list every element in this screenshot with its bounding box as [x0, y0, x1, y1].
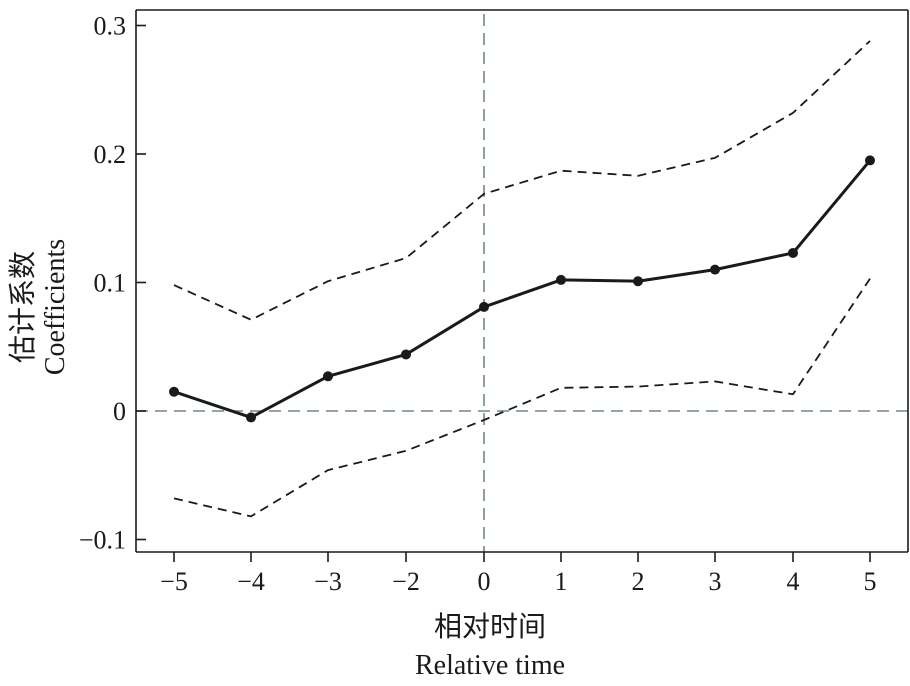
y-tick-label: 0 [113, 397, 126, 426]
estimate-point [401, 349, 411, 360]
y-tick-label: 0.1 [94, 269, 127, 298]
x-tick-label: 0 [478, 567, 491, 596]
estimate-line [173, 159, 872, 419]
x-axis-title-zh: 相对时间 [434, 611, 546, 643]
estimate-point [479, 301, 489, 312]
y-tick-label: 0.3 [94, 12, 127, 41]
x-tick-label: −3 [314, 567, 342, 596]
estimate-point [788, 247, 798, 258]
y-tick-label: 0.2 [94, 140, 127, 169]
estimate-point [633, 276, 643, 287]
axes [135, 9, 909, 562]
estimate-point [556, 274, 566, 285]
x-tick-label: −4 [237, 567, 265, 596]
y-axis-title-zh: 估计系数 [7, 251, 39, 363]
estimate-series [169, 155, 875, 423]
y-tick-label: −0.1 [79, 526, 126, 555]
reference-lines [136, 14, 908, 552]
estimate-point [323, 371, 333, 382]
estimate-point [246, 412, 256, 423]
estimate-point [169, 386, 179, 397]
upper-bound-line [173, 40, 871, 321]
tick-labels: −0.1 0 0.1 0.2 0.3 −5 −4 −3 −2 0 1 2 3 4 5 [79, 12, 877, 597]
x-tick-label: 3 [709, 567, 722, 596]
lower-bound-line [173, 278, 871, 518]
x-axis-title-en: Relative time [415, 650, 565, 681]
x-tick-label: 1 [555, 567, 568, 596]
y-axis-title-en: Coefficients [40, 239, 71, 375]
x-tick-label: 5 [864, 567, 877, 596]
x-tick-label: −5 [160, 567, 188, 596]
estimate-point [710, 264, 720, 275]
x-tick-label: −2 [392, 567, 420, 596]
estimate-point [865, 155, 875, 166]
x-tick-label: 2 [632, 567, 645, 596]
x-tick-label: 4 [787, 567, 800, 596]
confidence-bands [173, 40, 871, 518]
